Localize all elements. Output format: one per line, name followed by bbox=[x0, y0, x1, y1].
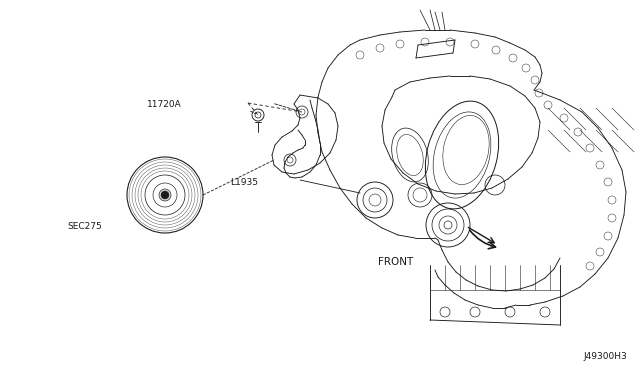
Text: SEC275: SEC275 bbox=[67, 222, 102, 231]
Text: L1935: L1935 bbox=[230, 178, 259, 187]
Circle shape bbox=[159, 189, 171, 201]
Text: FRONT: FRONT bbox=[378, 257, 413, 267]
Circle shape bbox=[161, 191, 169, 199]
Text: J49300H3: J49300H3 bbox=[584, 352, 627, 361]
Text: 11720A: 11720A bbox=[147, 100, 182, 109]
